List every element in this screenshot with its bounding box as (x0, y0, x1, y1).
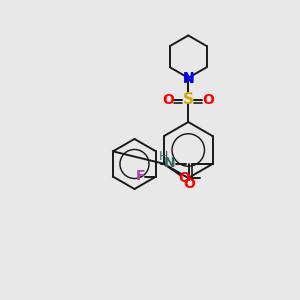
Text: H: H (158, 150, 168, 163)
Text: O: O (163, 93, 175, 107)
Text: S: S (183, 92, 194, 107)
Text: F: F (136, 169, 146, 184)
Text: O: O (202, 93, 214, 107)
Text: O: O (178, 171, 190, 185)
Text: N: N (164, 156, 176, 170)
Text: N: N (182, 72, 194, 86)
Text: N: N (182, 71, 194, 85)
Text: O: O (183, 177, 195, 191)
